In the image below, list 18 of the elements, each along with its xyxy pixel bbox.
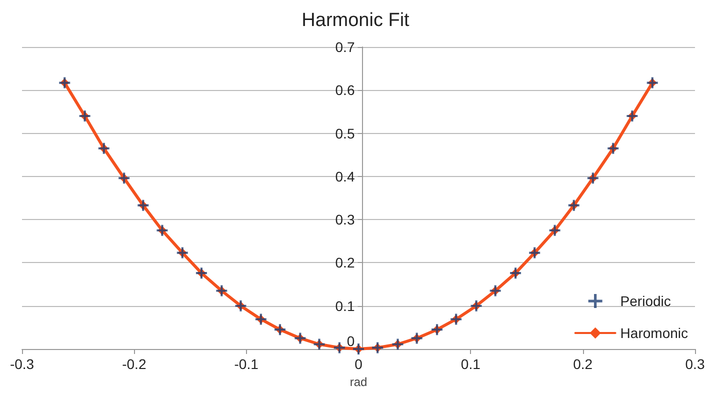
- y-tick-label: 0.6: [335, 82, 355, 98]
- x-tick-label: -0.2: [122, 356, 146, 372]
- legend-label: Periodic: [620, 293, 671, 309]
- y-tick-label: 0.5: [335, 125, 355, 142]
- x-tick-label: 0.3: [685, 356, 705, 372]
- y-tick-label: 0.1: [335, 298, 355, 314]
- y-tick-label: 0.7: [335, 39, 355, 55]
- y-tick-label: 0: [346, 333, 355, 349]
- y-tick-label: 0.2: [335, 254, 355, 271]
- y-tick-label: 0.4: [335, 168, 355, 184]
- y-tick-label: 0.3: [335, 212, 355, 228]
- chart-title: Harmonic Fit: [302, 10, 410, 31]
- x-tick-label: 0.2: [573, 356, 593, 372]
- x-tick-label: -0.3: [10, 356, 34, 372]
- x-axis-title: rad: [350, 374, 368, 389]
- legend-label: Haromonic: [620, 325, 688, 341]
- x-tick-label: 0.1: [460, 356, 481, 372]
- x-tick-label: -0.1: [234, 356, 259, 372]
